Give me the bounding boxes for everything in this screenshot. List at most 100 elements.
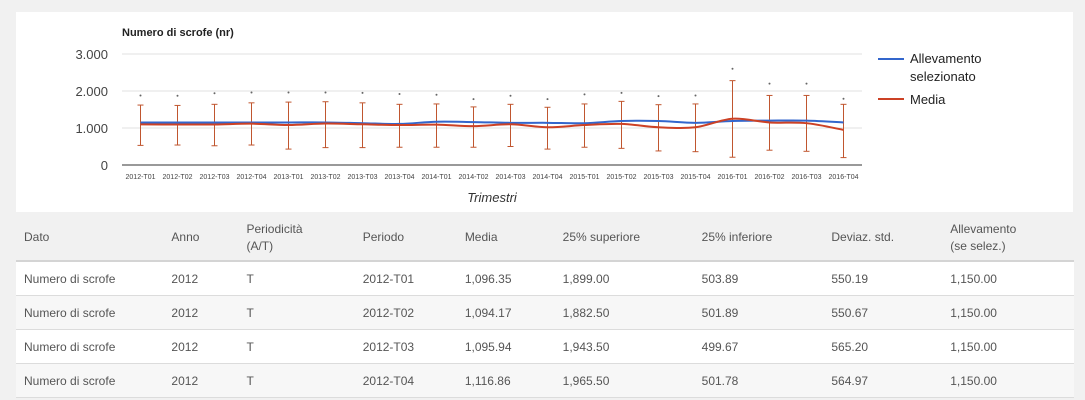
legend-label: Media	[910, 92, 946, 107]
x-tick-label: 2014-T03	[496, 174, 526, 181]
table-row: Numero di scrofe 2012 T 2012-T01 1,096.35 1,8…	[16, 261, 1074, 296]
x-tick-label: 2012-T04	[237, 174, 267, 181]
x-tick-label: 2012-T01	[126, 174, 156, 181]
column-header: Deviaz. std.	[823, 215, 943, 262]
marker-point	[361, 91, 364, 94]
table-cell: Numero di scrofe	[16, 295, 164, 330]
x-tick-label: 2015-T03	[644, 174, 674, 181]
column-header: 25% superiore	[554, 215, 694, 262]
table-row: Numero di scrofe 2012 T 2012-T04 1,116.86 1,9…	[16, 363, 1074, 398]
table-cell: 1,150.00	[942, 329, 1074, 364]
table-cell: T	[238, 295, 355, 330]
column-header: 25% inferiore	[693, 215, 824, 262]
marker-point	[546, 98, 549, 101]
marker-point	[176, 94, 179, 97]
table-cell: 564.97	[823, 363, 943, 398]
x-tick-label: 2015-T01	[570, 174, 600, 181]
table-cell: 1,965.50	[554, 363, 694, 398]
table-body: Numero di scrofe 2012 T 2012-T01 1,096.35 1,8…	[16, 261, 1074, 398]
chart-title: Numero di scrofe (nr)	[122, 27, 234, 39]
marker-point	[583, 93, 586, 96]
y-tick-label: 3.000	[75, 47, 108, 62]
marker-point	[435, 93, 438, 96]
table-cell: 2012	[163, 329, 239, 364]
chart-panel: Numero di scrofe (nr) 3.000 2.000 1.000 0 2…	[16, 12, 1073, 212]
table-cell: 2012-T03	[354, 329, 457, 364]
table-cell: T	[238, 329, 355, 364]
table-cell: T	[238, 363, 355, 398]
table-cell: Numero di scrofe	[16, 261, 164, 296]
table-cell: 1,116.86	[456, 363, 555, 398]
top-markers	[139, 67, 845, 101]
table-cell: 499.67	[693, 329, 824, 364]
marker-point	[768, 82, 771, 85]
y-tick-label: 1.000	[75, 121, 108, 136]
table-cell: 2012	[163, 363, 239, 398]
marker-point	[287, 91, 290, 94]
series-line	[140, 119, 844, 125]
table-cell: 1,150.00	[942, 295, 1074, 330]
column-header: Periodicità (A/T)	[238, 215, 355, 262]
x-tick-label: 2013-T01	[274, 174, 304, 181]
series-lines	[140, 117, 844, 131]
y-tick-label: 2.000	[75, 84, 108, 99]
x-tick-label: 2016-T02	[755, 174, 785, 181]
error-bar	[507, 103, 514, 147]
legend: Allevamento selezionato Media	[878, 51, 982, 107]
table-cell: 550.67	[823, 295, 943, 330]
column-header: Allevamento (se selez.)	[942, 215, 1074, 262]
table-cell: 2012-T04	[354, 363, 457, 398]
x-tick-label: 2016-T04	[829, 174, 859, 181]
table-cell: 2012	[163, 295, 239, 330]
x-tick-label: 2012-T03	[200, 174, 230, 181]
x-tick-label: 2013-T04	[385, 174, 415, 181]
legend-item: Media	[878, 92, 946, 107]
data-table: Dato Anno Periodicità (A/T) Periodo Media 25% …	[16, 215, 1074, 398]
table-cell: 1,096.35	[456, 261, 555, 296]
marker-point	[250, 91, 253, 94]
table-cell: 1,150.00	[942, 363, 1074, 398]
marker-point	[731, 67, 734, 70]
x-tick-label: 2015-T04	[681, 174, 711, 181]
table-cell: 501.89	[693, 295, 824, 330]
marker-point	[805, 82, 808, 85]
x-tick-label: 2012-T02	[163, 174, 193, 181]
column-header: Periodo	[354, 215, 457, 262]
column-header: Anno	[163, 215, 239, 262]
table-cell: Numero di scrofe	[16, 329, 164, 364]
marker-point	[657, 95, 660, 98]
table-cell: 1,882.50	[554, 295, 694, 330]
x-tick-label: 2015-T02	[607, 174, 637, 181]
marker-point	[213, 92, 216, 95]
x-axis-title: Trimestri	[467, 190, 518, 205]
x-axis-ticks: 2012-T01 2012-T02 2012-T03 2012-T04 2013-T01…	[126, 174, 859, 181]
table-row: Numero di scrofe 2012 T 2012-T02 1,094.17 1,8…	[16, 295, 1074, 330]
marker-point	[472, 98, 475, 101]
table-cell: 2012-T02	[354, 295, 457, 330]
line-chart: Numero di scrofe (nr) 3.000 2.000 1.000 0 2…	[75, 27, 982, 205]
table-cell: Numero di scrofe	[16, 363, 164, 398]
table-cell: 565.20	[823, 329, 943, 364]
table-row: Numero di scrofe 2012 T 2012-T03 1,095.94 1,9…	[16, 329, 1074, 364]
column-header: Dato	[16, 215, 164, 262]
y-axis-ticks: 3.000 2.000 1.000 0	[75, 47, 108, 173]
x-tick-label: 2013-T03	[348, 174, 378, 181]
table-cell: T	[238, 261, 355, 296]
marker-point	[398, 92, 401, 95]
x-tick-label: 2014-T02	[459, 174, 489, 181]
x-tick-label: 2016-T03	[792, 174, 822, 181]
table-cell: 1,943.50	[554, 329, 694, 364]
table-header-row: Dato Anno Periodicità (A/T) Periodo Media 25% …	[16, 215, 1074, 262]
column-header: Media	[456, 215, 555, 262]
table-cell: 2012-T01	[354, 261, 457, 296]
table-cell: 501.78	[693, 363, 824, 398]
marker-point	[694, 94, 697, 97]
x-tick-label: 2014-T01	[422, 174, 452, 181]
series-line	[140, 117, 844, 131]
x-tick-label: 2013-T02	[311, 174, 341, 181]
x-tick-label: 2014-T04	[533, 174, 563, 181]
table-cell: 503.89	[693, 261, 824, 296]
y-tick-label: 0	[101, 158, 108, 173]
table-cell: 1,899.00	[554, 261, 694, 296]
x-tick-label: 2016-T01	[718, 174, 748, 181]
